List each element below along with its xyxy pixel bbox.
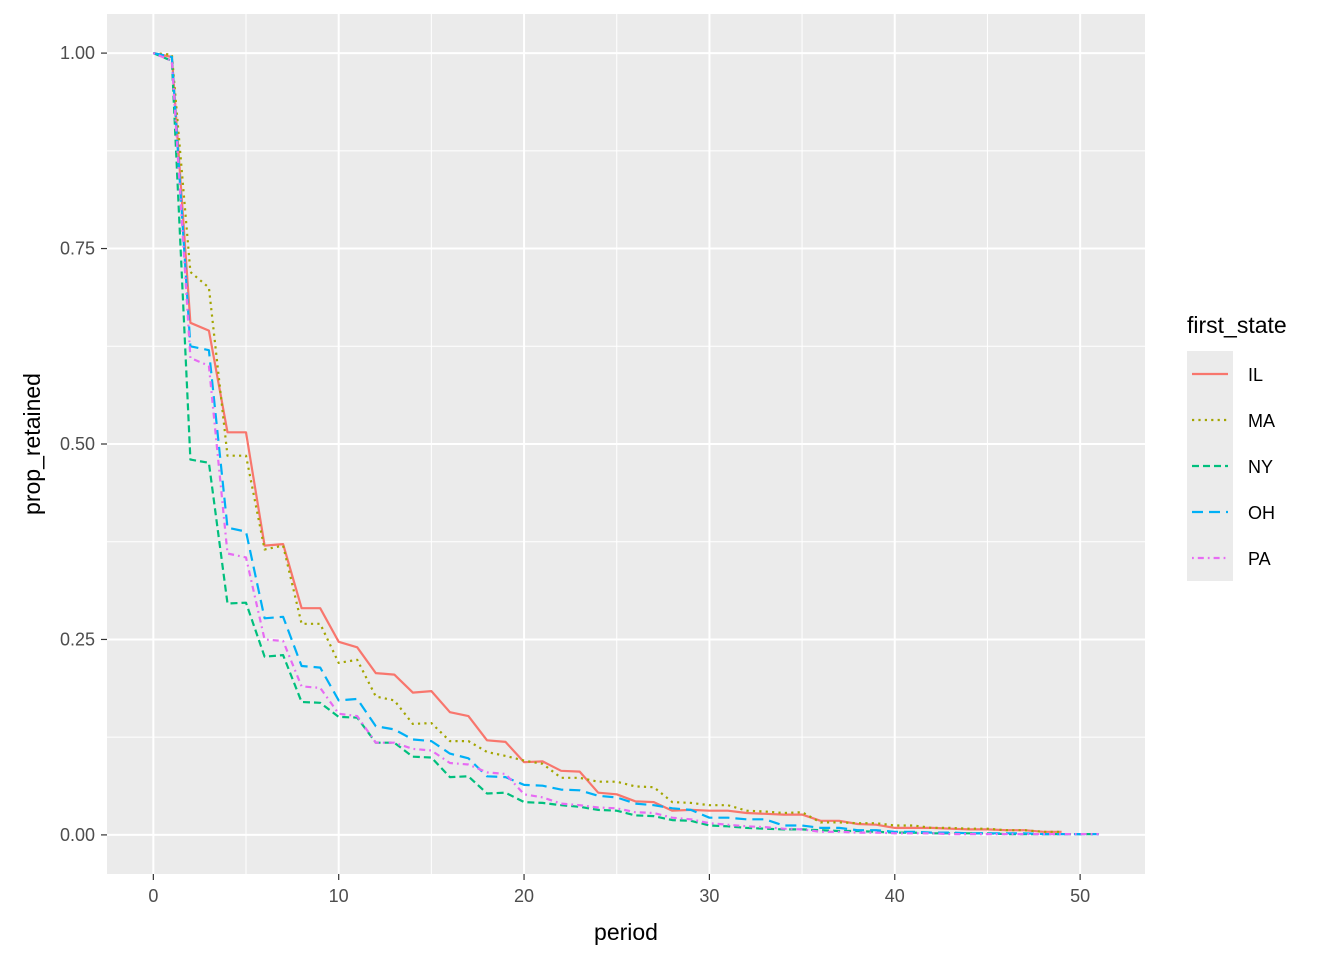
major-gridlines [107, 14, 1145, 874]
x-tick-label: 30 [699, 886, 719, 906]
x-tick-label: 0 [148, 886, 158, 906]
legend-label-ma: MA [1248, 411, 1275, 431]
legend-label-ny: NY [1248, 457, 1273, 477]
y-tick-label: 0.75 [60, 239, 95, 259]
y-tick-label: 1.00 [60, 43, 95, 63]
legend-title: first_state [1187, 312, 1287, 338]
x-tick-labels: 0 10 20 30 40 50 [148, 886, 1090, 906]
legend-label-pa: PA [1248, 549, 1271, 569]
x-tick-label: 40 [885, 886, 905, 906]
legend-label-oh: OH [1248, 503, 1275, 523]
series-line-il [153, 52, 1062, 833]
y-tick-labels: 0.00 0.25 0.50 0.75 1.00 [60, 43, 95, 845]
y-tick-label: 0.25 [60, 629, 95, 649]
series-line-ma [153, 52, 1062, 833]
legend: first_state IL MA NY OH PA [1187, 312, 1287, 581]
x-tick-label: 10 [329, 886, 349, 906]
legend-items: IL MA NY OH PA [1192, 365, 1275, 569]
x-tick-label: 50 [1070, 886, 1090, 906]
x-axis-title: period [594, 919, 658, 945]
y-axis-title: prop_retained [19, 373, 45, 515]
series-line-ny [152, 52, 1099, 836]
legend-label-il: IL [1248, 365, 1263, 385]
x-tick-label: 20 [514, 886, 534, 906]
y-tick-label: 0.00 [60, 825, 95, 845]
series-line-pa [152, 52, 1099, 836]
axis-ticks [101, 52, 1081, 880]
series-lines [152, 52, 1099, 836]
y-tick-label: 0.50 [60, 434, 95, 454]
